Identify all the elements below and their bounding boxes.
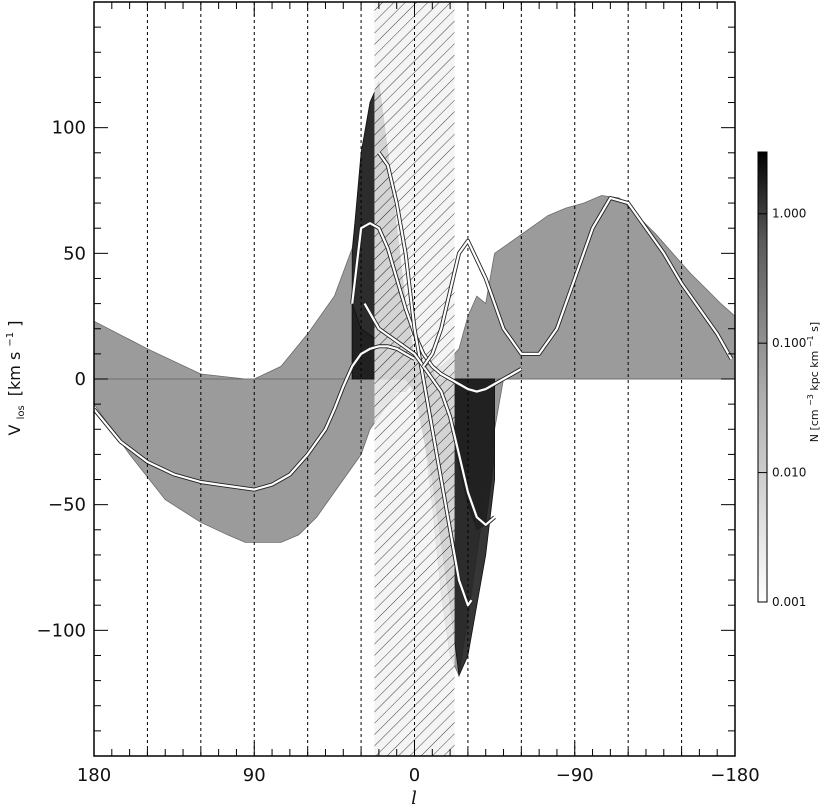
colorbar-tick-label: 0.010 <box>772 466 806 480</box>
colorbar-tick-label: 1.000 <box>772 207 806 221</box>
colorbar-title-suffix: s] <box>808 322 821 332</box>
axis-tick-labels-layer: 180 90 0 −90 −180 100 50 0 −50 −100 <box>37 118 760 786</box>
hatched-band <box>374 2 455 756</box>
series-line-white-spiral-arm-5 <box>422 196 733 368</box>
series-line-white-spiral-arm-1 <box>94 345 416 491</box>
x-axis-title: l <box>411 788 417 809</box>
x-tick-label: −180 <box>710 765 759 786</box>
x-tick-label: 90 <box>243 765 266 786</box>
y-axis-title: V los [km s −1 ] <box>0 321 28 436</box>
y-axis-title-unit-suffix: ] <box>5 321 24 327</box>
y-tick-label: 0 <box>75 369 86 390</box>
y-axis-title-unit-exp: −1 <box>5 332 16 347</box>
colorbar-title-middle: kpc km <box>808 351 821 391</box>
x-tick-label: 0 <box>409 765 420 786</box>
x-tick-label: 180 <box>77 765 111 786</box>
x-tick-label: −90 <box>556 765 594 786</box>
series-line-white-spiral-arm-3 <box>378 152 473 607</box>
series-line-white-spiral-arm-4 <box>363 303 496 526</box>
colorbar-ticks-layer: 1.000 0.100 0.010 0.001 <box>758 207 806 609</box>
spiral-arm-curves-layer <box>94 151 734 608</box>
y-tick-label: 50 <box>63 243 86 264</box>
colorbar-tick-label: 0.100 <box>772 336 806 350</box>
colorbar-title: N [cm −3 kpc km −1 s] <box>803 322 821 442</box>
series-line-white-spiral-arm-2 <box>351 222 522 393</box>
y-axis-title-main: V <box>5 424 24 435</box>
y-axis-title-sub: los <box>16 405 27 419</box>
y-tick-label: −50 <box>48 495 86 516</box>
colorbar-title-prefix-exp: −3 <box>806 394 815 406</box>
axis-ticks-layer <box>93 1 736 757</box>
y-axis-title-unit-prefix: [km s <box>5 352 24 397</box>
colorbar <box>757 151 768 603</box>
colorbar-tick-label: 0.001 <box>772 595 806 609</box>
y-tick-label: −100 <box>37 620 86 641</box>
colorbar-title-prefix: N [cm <box>808 409 821 442</box>
colorbar-title-middle-exp: −1 <box>806 335 815 347</box>
y-tick-label: 100 <box>52 118 86 139</box>
hatched-band-layer <box>374 2 455 756</box>
